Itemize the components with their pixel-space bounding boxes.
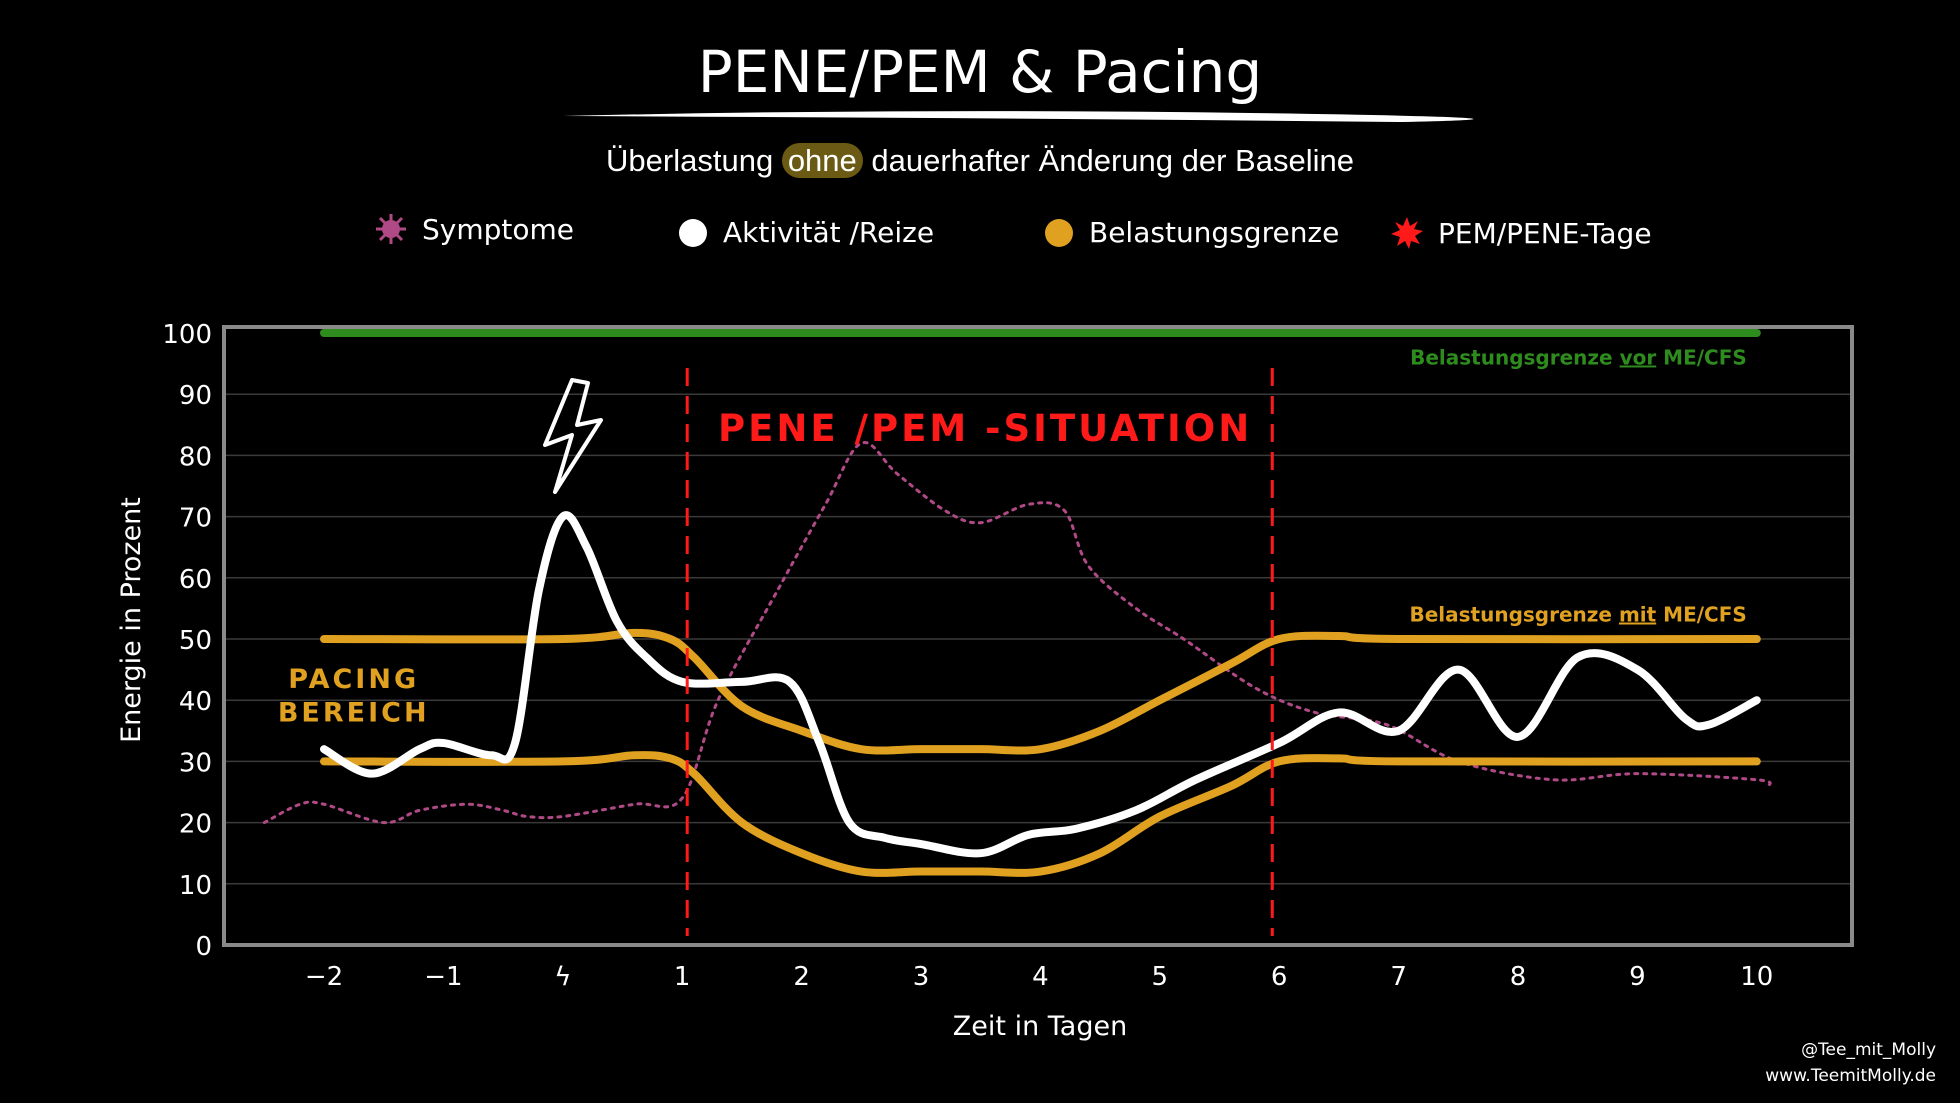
- x-tick-label: 9: [1629, 962, 1646, 992]
- legend-label-pem: PEM/PENE-Tage: [1438, 216, 1652, 250]
- x-tick-label: ϟ: [554, 962, 571, 992]
- y-tick-label: 0: [195, 932, 212, 962]
- series-line-symptoms: [262, 441, 1772, 825]
- series-line-limit_upper: [320, 628, 1761, 755]
- legend-label-symptoms: Symptome: [422, 212, 575, 246]
- annotation-baseline-label: Belastungsgrenze vor ME/CFS: [1410, 345, 1747, 369]
- y-tick-label: 50: [179, 626, 212, 656]
- credit-handle: @Tee_mit_Molly: [1801, 1040, 1936, 1060]
- pem-markers: [685, 368, 1274, 936]
- credit: @Tee_mit_Molly www.TeemitMolly.de: [1765, 1037, 1936, 1089]
- annotations: Belastungsgrenze vor ME/CFS Belastungsgre…: [278, 345, 1747, 728]
- y-axis-label: Energie in Prozent: [116, 497, 147, 743]
- burst-icon: [1391, 217, 1423, 249]
- y-tick-label: 10: [179, 871, 212, 901]
- annotation-pacing-line2: BEREICH: [278, 697, 430, 728]
- x-tick-label: 4: [1032, 962, 1049, 992]
- series-line-limit_lower: [320, 751, 1761, 877]
- series-line-activity: [320, 511, 1761, 858]
- legend: Symptome Aktivität /Reize Belastungsgren…: [0, 212, 1960, 262]
- circle-icon: [679, 218, 707, 247]
- y-tick-label: 40: [179, 687, 212, 717]
- credit-website: www.TeemitMolly.de: [1765, 1066, 1936, 1086]
- x-tick-label: 8: [1510, 962, 1527, 992]
- circle-icon: [1045, 218, 1073, 247]
- page-title: PENE/PEM & Pacing: [697, 38, 1263, 106]
- lightning-icon: [543, 378, 603, 494]
- x-tick-label: 10: [1740, 962, 1773, 992]
- series: [262, 329, 1772, 877]
- x-axis-ticks: −2 −1 ϟ 1 2 3 4 5 6 7 8 9 10: [305, 962, 1774, 992]
- virus-icon: [376, 214, 406, 244]
- y-axis-ticks: 0 10 20 30 40 50 60 70 80 90 100: [162, 320, 212, 962]
- x-tick-label: 6: [1271, 962, 1288, 992]
- x-tick-label: 1: [674, 962, 691, 992]
- y-tick-label: 100: [162, 320, 212, 350]
- x-tick-label: −1: [424, 962, 462, 992]
- subtitle-suffix: dauerhafter Änderung der Baseline: [862, 143, 1354, 178]
- legend-item-pem: PEM/PENE-Tage: [1390, 216, 1652, 250]
- x-tick-label: 5: [1152, 962, 1169, 992]
- legend-item-symptoms: Symptome: [374, 212, 574, 246]
- x-tick-label: −2: [305, 962, 343, 992]
- subtitle-prefix: Überlastung: [606, 143, 782, 178]
- annotation-pacing-line1: PACING: [288, 664, 419, 695]
- legend-label-limit: Belastungsgrenze: [1089, 216, 1340, 249]
- x-tick-label: 3: [913, 962, 930, 992]
- x-tick-label: 2: [793, 962, 810, 992]
- y-tick-label: 60: [179, 565, 212, 595]
- annotation-limit-label: Belastungsgrenze mit ME/CFS: [1409, 603, 1746, 627]
- x-tick-label: 7: [1390, 962, 1407, 992]
- subtitle-highlight: ohne: [781, 143, 863, 178]
- legend-item-activity: Aktivität /Reize: [677, 216, 934, 249]
- y-tick-label: 90: [179, 381, 212, 411]
- title-underline: [563, 111, 1474, 122]
- plot-frame: [222, 325, 1854, 947]
- x-axis-label: Zeit in Tagen: [953, 1011, 1127, 1042]
- annotation-pem-label: PENE /PEM -SITUATION: [718, 407, 1252, 450]
- y-tick-label: 30: [179, 748, 212, 778]
- page-subtitle: Überlastung ohne dauerhafter Änderung de…: [0, 143, 1960, 179]
- y-tick-label: 80: [179, 442, 212, 472]
- legend-item-limit: Belastungsgrenze: [1043, 216, 1339, 249]
- y-tick-label: 20: [179, 810, 212, 840]
- legend-label-activity: Aktivität /Reize: [723, 216, 935, 249]
- y-tick-label: 70: [179, 504, 212, 534]
